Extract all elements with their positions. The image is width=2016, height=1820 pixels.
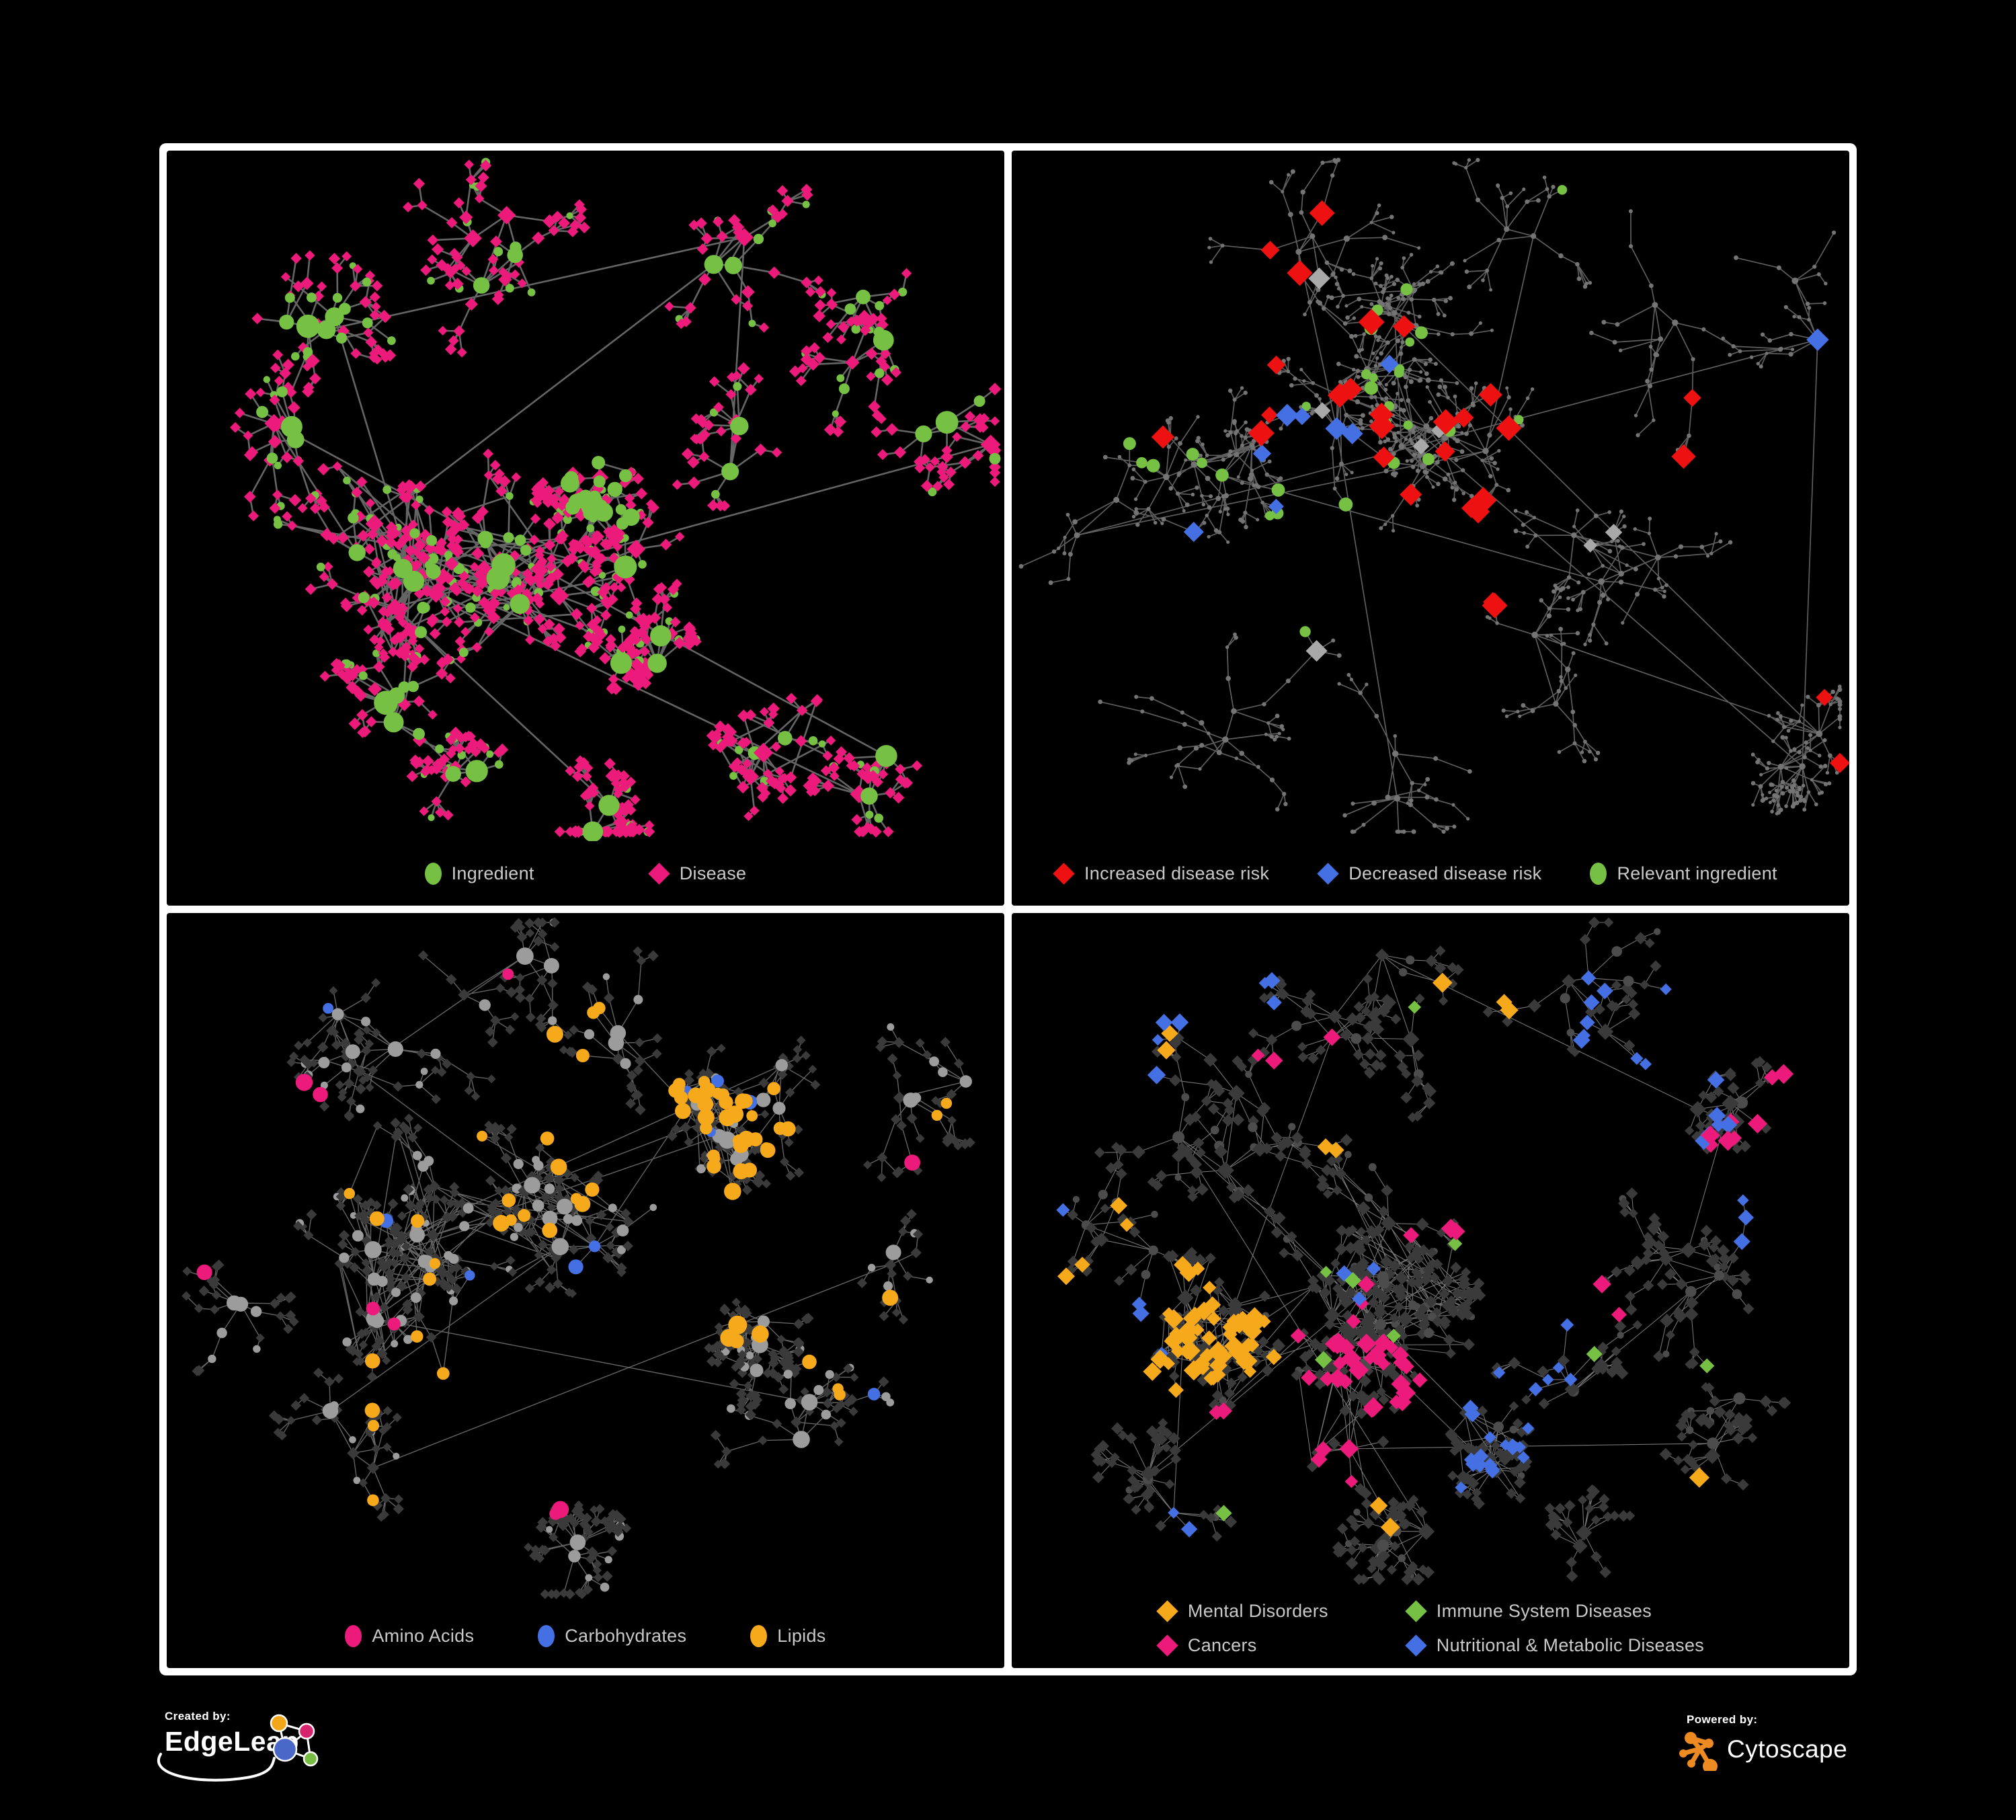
cytoscape-credit: Powered by: Cytoscape bbox=[1677, 1713, 1879, 1787]
panel-ingredient-disease: Ingredient Disease bbox=[167, 151, 1004, 906]
powered-by-label: Powered by: bbox=[1687, 1713, 1758, 1726]
ingredient-disease-network bbox=[230, 157, 1002, 841]
cytoscape-node-icon bbox=[1685, 1732, 1697, 1744]
edgeleap-credit: Created by: EdgeLeap bbox=[157, 1710, 339, 1794]
edgeleap-node-green-icon bbox=[303, 1751, 319, 1767]
legend-label: Immune System Diseases bbox=[1436, 1601, 1652, 1621]
panel-disease-risk: Increased disease risk Decreased disease … bbox=[1012, 151, 1849, 906]
edgeleap-node-orange-icon bbox=[270, 1714, 288, 1733]
cytoscape-node-icon bbox=[1703, 1759, 1718, 1771]
cytoscape-node-icon bbox=[1697, 1745, 1703, 1752]
circle-marker-icon bbox=[538, 1624, 555, 1647]
diamond-marker-icon bbox=[1156, 1600, 1178, 1622]
disease-risk-network bbox=[1018, 157, 1849, 834]
legend-label: Lipids bbox=[777, 1625, 826, 1646]
circle-marker-icon bbox=[750, 1624, 768, 1647]
diamond-marker-icon bbox=[1156, 1634, 1178, 1657]
legend-label: Increased disease risk bbox=[1084, 863, 1270, 883]
created-by-label: Created by: bbox=[165, 1710, 231, 1723]
legend-label: Ingredient bbox=[451, 863, 534, 883]
cytoscape-node-icon bbox=[1679, 1749, 1687, 1757]
legend-item-disease: Disease bbox=[647, 862, 747, 885]
edgeleap-node-blue-icon bbox=[272, 1737, 298, 1762]
nutrient-classes-network bbox=[182, 917, 975, 1599]
disease-classes-legend: Mental Disorders Immune System Diseases Ca… bbox=[1012, 1589, 1849, 1668]
legend-label: Cancers bbox=[1187, 1635, 1257, 1655]
nodes-layer bbox=[1018, 157, 1849, 834]
legend-item-nutritional-metabolic-diseases: Nutritional & Metabolic Diseases bbox=[1405, 1634, 1705, 1657]
legend-item-mental-disorders: Mental Disorders bbox=[1156, 1600, 1328, 1622]
diamond-marker-icon bbox=[1317, 862, 1339, 885]
legend-label: Disease bbox=[679, 863, 747, 883]
panel-grid: Ingredient Disease Increased disease risk… bbox=[159, 143, 1857, 1675]
cytoscape-wordmark: Cytoscape bbox=[1727, 1735, 1848, 1763]
panel-disease-classes: Mental Disorders Immune System Diseases Ca… bbox=[1012, 913, 1849, 1668]
diamond-marker-icon bbox=[1405, 1634, 1427, 1657]
legend-item-relevant-ingredient: Relevant ingredient bbox=[1590, 862, 1777, 885]
edges-layer bbox=[186, 922, 971, 1595]
legend-item-lipids: Lipids bbox=[750, 1624, 826, 1647]
circle-marker-icon bbox=[1590, 862, 1607, 885]
legend-label: Decreased disease risk bbox=[1348, 863, 1542, 883]
panel-nutrient-classes: Amino Acids Carbohydrates Lipids bbox=[167, 913, 1004, 1668]
legend-item-carbohydrates: Carbohydrates bbox=[538, 1624, 687, 1647]
nodes-layer bbox=[230, 157, 1002, 841]
cytoscape-brand-row: Cytoscape bbox=[1677, 1728, 1847, 1771]
legend-label: Mental Disorders bbox=[1187, 1601, 1328, 1621]
edges-layer bbox=[234, 161, 996, 833]
nutrient-classes-legend: Amino Acids Carbohydrates Lipids bbox=[167, 1604, 1004, 1668]
cytoscape-logo-icon bbox=[1679, 1732, 1718, 1771]
nodes-layer bbox=[182, 917, 975, 1599]
legend-item-decreased-disease-risk: Decreased disease risk bbox=[1317, 862, 1542, 885]
legend-item-immune-system-diseases: Immune System Diseases bbox=[1405, 1600, 1704, 1622]
legend-item-cancers: Cancers bbox=[1156, 1634, 1328, 1657]
diamond-marker-icon bbox=[1053, 862, 1075, 885]
diamond-marker-icon bbox=[1405, 1600, 1427, 1622]
circle-marker-icon bbox=[345, 1624, 362, 1647]
legend-label: Relevant ingredient bbox=[1617, 863, 1777, 883]
legend-label: Nutritional & Metabolic Diseases bbox=[1436, 1635, 1705, 1655]
edgeleap-node-pink-icon bbox=[298, 1723, 315, 1740]
cytoscape-node-icon bbox=[1687, 1759, 1695, 1768]
edgeleap-swoosh-icon bbox=[157, 1753, 276, 1782]
legend-item-amino-acids: Amino Acids bbox=[345, 1624, 475, 1647]
edgeleap-logo-icon bbox=[157, 1714, 319, 1782]
edges-layer bbox=[1020, 159, 1841, 832]
legend-label: Carbohydrates bbox=[565, 1625, 687, 1646]
cytoscape-node-icon bbox=[1704, 1739, 1713, 1748]
nodes-layer bbox=[1056, 916, 1794, 1586]
disease-classes-network bbox=[1056, 916, 1794, 1586]
circle-marker-icon bbox=[424, 862, 442, 885]
legend-item-increased-disease-risk: Increased disease risk bbox=[1053, 862, 1270, 885]
legend-item-ingredient: Ingredient bbox=[424, 862, 534, 885]
legend-label: Amino Acids bbox=[372, 1625, 475, 1646]
ingredient-disease-legend: Ingredient Disease bbox=[167, 841, 1004, 906]
diamond-marker-icon bbox=[647, 862, 670, 885]
disease-risk-legend: Increased disease risk Decreased disease … bbox=[1012, 841, 1849, 906]
